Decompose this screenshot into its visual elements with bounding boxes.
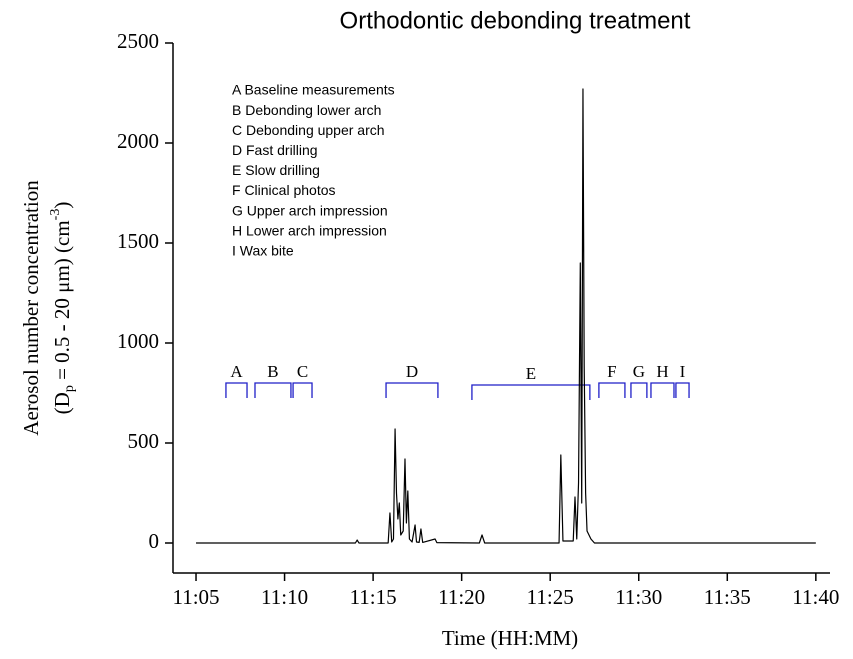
- phase-label: A: [230, 362, 243, 381]
- y-axis-label-2: (Dp = 0.5 - 20 μm) (cm-3): [48, 202, 77, 415]
- y-label-sub: p: [62, 385, 77, 392]
- legend-entry: B Debonding lower arch: [232, 102, 381, 118]
- legend-entry: D Fast drilling: [232, 142, 318, 158]
- y-tick-label: 2500: [117, 29, 159, 53]
- phase-bracket: [598, 382, 626, 398]
- y-tick-label: 1500: [117, 229, 159, 253]
- phase-bracket: [385, 382, 439, 398]
- phase-label: C: [297, 362, 308, 381]
- data-line: [196, 88, 816, 544]
- x-tick-label: 11:40: [792, 585, 839, 609]
- phase-bracket: [630, 382, 648, 398]
- x-axis-label: Time (HH:MM): [442, 626, 578, 650]
- x-tick-label: 11:05: [172, 585, 219, 609]
- phase-label: I: [680, 362, 686, 381]
- y-label-part: = 0.5 - 20 μm) (cm: [50, 220, 74, 385]
- phase-label: F: [607, 362, 616, 381]
- x-tick-label: 11:10: [261, 585, 308, 609]
- y-tick-label: 2000: [117, 129, 159, 153]
- legend-entry: F Clinical photos: [232, 182, 336, 198]
- y-axis-label: Aerosol number concentration: [19, 180, 43, 436]
- y-label-part: ): [50, 202, 74, 209]
- phase-label: G: [633, 362, 645, 381]
- legend-entry: I Wax bite: [232, 243, 294, 259]
- y-tick-label: 1000: [117, 329, 159, 353]
- phase-bracket: [471, 384, 591, 400]
- legend-entry: E Slow drilling: [232, 162, 320, 178]
- phase-label: E: [526, 364, 536, 383]
- x-tick-label: 11:20: [438, 585, 485, 609]
- x-tick-label: 11:25: [527, 585, 574, 609]
- phase-bracket: [675, 382, 690, 398]
- legend-entry: G Upper arch impression: [232, 202, 388, 218]
- phase-label: H: [656, 362, 668, 381]
- chart-title: Orthodontic debonding treatment: [340, 7, 691, 34]
- phase-bracket: [225, 382, 248, 398]
- phase-label: D: [406, 362, 418, 381]
- phase-bracket: [254, 382, 292, 398]
- phase-label: B: [267, 362, 278, 381]
- y-tick-label: 0: [149, 529, 160, 553]
- y-label-sup: -3: [48, 209, 63, 221]
- y-tick-label: 500: [128, 429, 160, 453]
- phase-bracket: [650, 382, 675, 398]
- phase-bracket: [292, 382, 313, 398]
- y-label-part: (D: [50, 392, 74, 414]
- x-tick-label: 11:30: [615, 585, 662, 609]
- x-tick-label: 11:35: [704, 585, 751, 609]
- legend-entry: C Debonding upper arch: [232, 122, 385, 138]
- legend-entry: A Baseline measurements: [232, 82, 395, 98]
- legend-entry: H Lower arch impression: [232, 222, 387, 238]
- x-tick-label: 11:15: [350, 585, 397, 609]
